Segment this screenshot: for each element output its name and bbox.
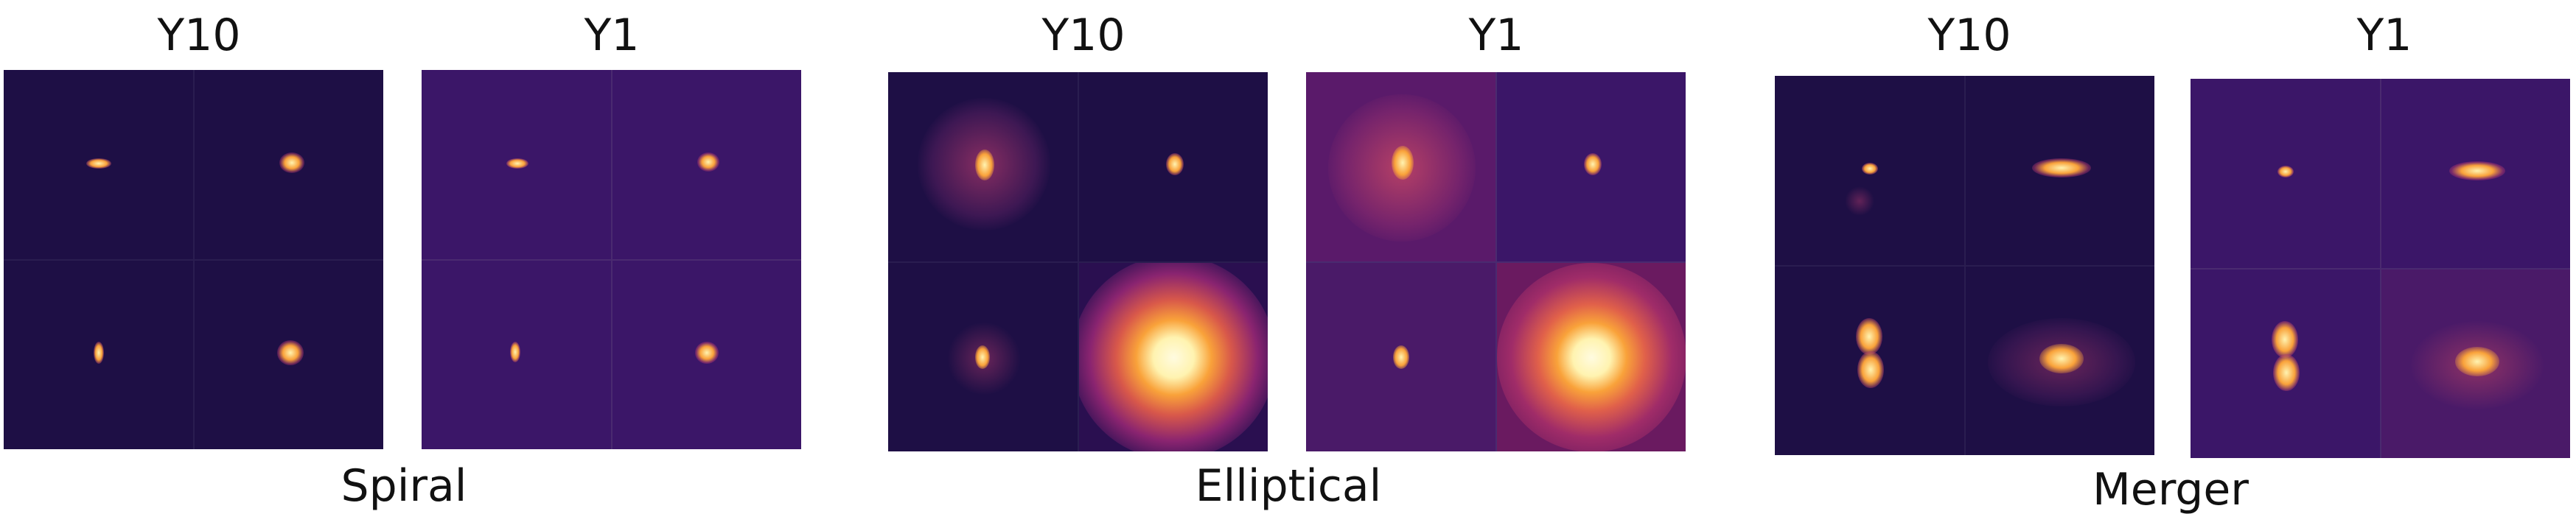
galaxy-tile xyxy=(2381,79,2570,268)
galaxy-tile xyxy=(194,70,383,259)
galaxy-tile xyxy=(1775,76,1964,265)
galaxy-tile xyxy=(888,72,1078,261)
galaxy-tile xyxy=(1306,262,1495,451)
label-spiral-y1: Y1 xyxy=(584,10,640,61)
galaxy-tile xyxy=(612,70,801,259)
galaxy-tile xyxy=(612,260,801,449)
merger-y1-panel xyxy=(2191,79,2570,458)
galaxy-tile xyxy=(2191,269,2380,458)
elliptical-y10-panel xyxy=(888,72,1268,451)
galaxy-tile xyxy=(1965,266,2154,455)
label-merger-y10: Y10 xyxy=(1927,10,2011,61)
label-spiral-y10: Y10 xyxy=(157,10,241,61)
galaxy-tile xyxy=(888,262,1078,451)
spiral-y10-panel xyxy=(4,70,383,449)
galaxy-tile xyxy=(1496,262,1686,451)
category-label-merger: Merger xyxy=(2092,464,2249,515)
galaxy-tile xyxy=(1775,266,1964,455)
galaxy-tile xyxy=(422,260,611,449)
spiral-y1-panel xyxy=(422,70,801,449)
galaxy-tile xyxy=(1496,72,1686,261)
label-elliptical-y1: Y1 xyxy=(1468,10,1524,61)
galaxy-tile xyxy=(4,70,193,259)
galaxy-tile xyxy=(2191,79,2380,268)
galaxy-tile xyxy=(2381,269,2570,458)
label-merger-y1: Y1 xyxy=(2356,10,2412,61)
category-label-elliptical: Elliptical xyxy=(1195,460,1382,512)
galaxy-tile xyxy=(1078,262,1268,451)
galaxy-tile xyxy=(194,260,383,449)
galaxy-tile xyxy=(1306,72,1495,261)
galaxy-tile xyxy=(1965,76,2154,265)
merger-y10-panel xyxy=(1775,76,2154,455)
label-elliptical-y10: Y10 xyxy=(1041,10,1125,61)
galaxy-tile xyxy=(422,70,611,259)
galaxy-tile xyxy=(1078,72,1268,261)
category-label-spiral: Spiral xyxy=(341,460,467,512)
elliptical-y1-panel xyxy=(1306,72,1686,451)
galaxy-tile xyxy=(4,260,193,449)
